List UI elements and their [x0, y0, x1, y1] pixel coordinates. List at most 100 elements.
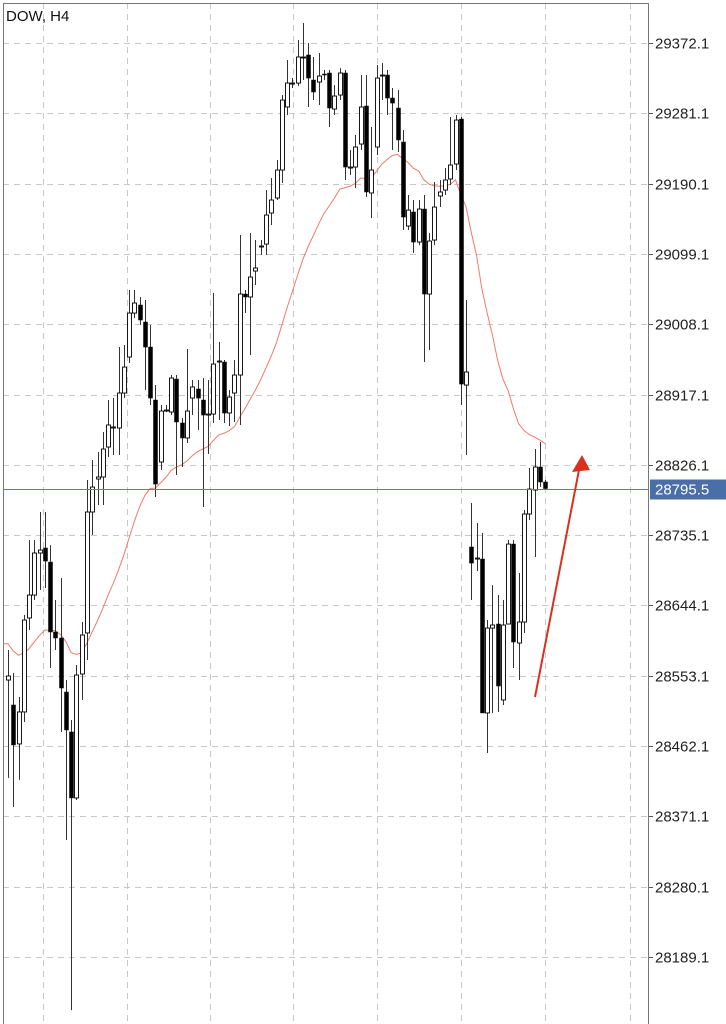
candle-bullish — [206, 413, 211, 416]
candle-bullish — [275, 169, 280, 199]
candle-bullish — [211, 363, 216, 415]
moving-average-line — [3, 153, 546, 656]
candle-bullish — [90, 486, 95, 513]
y-tick-label: 29281.1 — [655, 106, 709, 123]
candle-bullish — [106, 424, 111, 448]
candle-bearish — [422, 208, 427, 295]
chart-title: DOW, H4 — [6, 8, 70, 25]
candle-bearish — [469, 546, 474, 564]
candle-bearish — [180, 422, 185, 439]
candle-bearish — [53, 631, 58, 639]
candle-bullish — [6, 675, 11, 681]
y-tick-label: 29190.1 — [655, 177, 709, 194]
candle-bullish — [101, 448, 106, 478]
candle-bullish — [464, 371, 469, 386]
candle-bullish — [259, 245, 264, 248]
candle-bullish — [443, 179, 448, 191]
candle-bullish — [427, 240, 432, 295]
candle-bearish — [364, 105, 369, 193]
candle-bullish — [217, 360, 222, 363]
candle-bearish — [396, 107, 401, 141]
candle-bullish — [238, 293, 243, 376]
candle-bearish — [143, 321, 148, 348]
candle-bullish — [517, 621, 522, 644]
candle-bullish — [290, 82, 295, 85]
candle-bullish — [533, 466, 538, 491]
candle-bullish — [454, 119, 459, 165]
candle-bearish — [511, 543, 516, 643]
candle-bullish — [227, 396, 232, 414]
candle-bullish — [190, 386, 195, 399]
candle-bullish — [269, 199, 274, 214]
candle-bullish — [527, 488, 532, 515]
y-tick-label: 29372.1 — [655, 36, 709, 53]
arrow-annotation-shaft — [534, 469, 580, 698]
candle-bullish — [127, 312, 132, 358]
candle-bearish — [153, 399, 158, 485]
candle-bullish — [285, 82, 290, 108]
candle-bullish — [485, 627, 490, 714]
candle-bearish — [196, 388, 201, 399]
candle-bullish — [74, 674, 79, 799]
candle-bearish — [201, 399, 206, 416]
candle-bearish — [390, 97, 395, 104]
candle-bearish — [480, 558, 485, 714]
candle-bearish — [148, 346, 153, 399]
candle-bearish — [43, 547, 48, 562]
candle-bearish — [138, 304, 143, 321]
candle-bearish — [496, 623, 501, 687]
y-tick-label: 28644.1 — [655, 598, 709, 615]
current-price-label: 28795.5 — [655, 482, 709, 499]
candle-bearish — [48, 561, 53, 633]
candle-bearish — [543, 481, 548, 489]
candle-bullish — [406, 209, 411, 227]
candle-bullish — [317, 75, 322, 83]
candle-bearish — [306, 54, 311, 79]
candle-bullish — [248, 276, 253, 298]
y-tick-label: 28280.1 — [655, 880, 709, 897]
candle-bullish — [438, 191, 443, 197]
candle-bearish — [59, 637, 64, 689]
candle-bullish — [164, 409, 169, 412]
candle-bullish — [96, 476, 101, 480]
candle-bullish — [359, 106, 364, 145]
candle-bearish — [343, 72, 348, 168]
candle-bullish — [348, 166, 353, 169]
candle-bearish — [311, 79, 316, 93]
candle-bearish — [243, 293, 248, 298]
candle-bullish — [80, 634, 85, 675]
candle-bullish — [85, 511, 90, 634]
candle-bullish — [432, 206, 437, 241]
candle-bullish — [475, 557, 480, 560]
candle-bullish — [22, 619, 27, 713]
candle-bullish — [369, 169, 374, 194]
candle-bearish — [459, 118, 464, 385]
candle-bullish — [27, 594, 32, 619]
candle-bullish — [159, 410, 164, 463]
y-tick-label: 28371.1 — [655, 809, 709, 826]
candle-bullish — [111, 426, 116, 429]
candle-bullish — [296, 56, 301, 84]
y-tick-label: 28553.1 — [655, 669, 709, 686]
candle-bullish — [169, 377, 174, 413]
candle-bearish — [538, 466, 543, 483]
candle-bullish — [375, 77, 380, 148]
candle-bullish — [506, 543, 511, 625]
candle-bullish — [32, 552, 37, 596]
candle-bearish — [327, 72, 332, 109]
candle-bullish — [185, 410, 190, 439]
y-tick-label: 28462.1 — [655, 739, 709, 756]
candle-bullish — [122, 366, 127, 394]
candle-bullish — [417, 208, 422, 243]
candle-bearish — [411, 211, 416, 243]
y-tick-label: 28735.1 — [655, 528, 709, 545]
candle-bullish — [132, 302, 137, 314]
candle-bearish — [385, 74, 390, 99]
candle-bullish — [264, 214, 269, 245]
y-tick-label: 29099.1 — [655, 247, 709, 264]
candle-bearish — [222, 361, 227, 414]
candle-bullish — [338, 72, 343, 96]
candle-bearish — [401, 141, 406, 218]
